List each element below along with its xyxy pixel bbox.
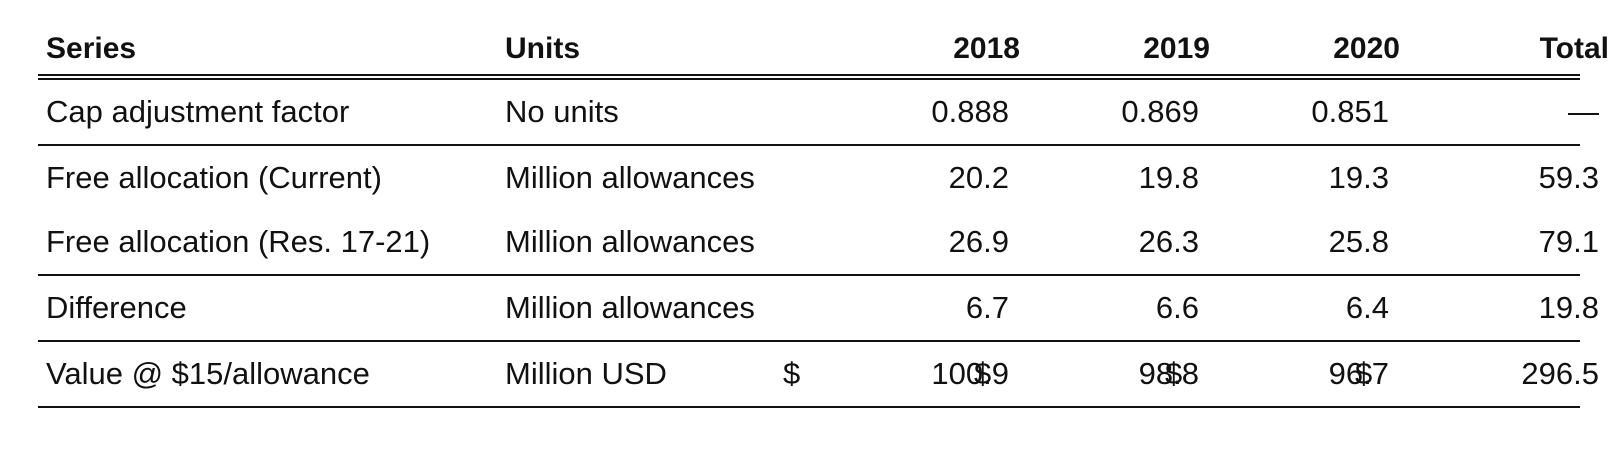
table-header-row: Series Units 2018 2019 2020 Total <box>38 22 1609 76</box>
row-divider <box>38 274 1580 276</box>
row-value-2020: 25.8 <box>1328 224 1389 259</box>
row-value-2020: 0.851 <box>1311 94 1389 129</box>
row-value-2018: 0.888 <box>931 94 1009 129</box>
row-value-total: 59.3 <box>1538 160 1599 195</box>
row-value-total: — <box>1568 94 1599 129</box>
data-table: Series Units 2018 2019 2020 Total Cap ad… <box>38 22 1609 408</box>
row-value-2020: 6.4 <box>1345 290 1389 325</box>
row-series-label: Cap adjustment factor <box>46 94 350 129</box>
table-row: Free allocation (Current) Million allowa… <box>38 146 1599 210</box>
row-units: No units <box>505 94 619 129</box>
header-2018: 2018 <box>953 32 1020 65</box>
row-series-label: Value @ $15/allowance <box>46 356 370 391</box>
table-row: Cap adjustment factor No units 0.888 0.8… <box>38 80 1599 144</box>
row-divider <box>38 144 1580 146</box>
row-value-2020: 19.3 <box>1328 160 1389 195</box>
row-value-2019: 19.8 <box>1138 160 1199 195</box>
row-value-total: 79.1 <box>1538 224 1599 259</box>
header-series: Series <box>46 32 137 65</box>
table-row: Value @ $15/allowance Million USD $ 100.… <box>38 342 1599 406</box>
row-value-2018: 26.9 <box>948 224 1009 259</box>
header-units: Units <box>505 32 580 65</box>
row-units: Million allowances <box>505 160 755 195</box>
row-value-2019: 6.6 <box>1155 290 1199 325</box>
table-row: Difference Million allowances 6.7 6.6 6.… <box>38 276 1599 340</box>
header-2019: 2019 <box>1143 32 1210 65</box>
row-series-label: Free allocation (Res. 17-21) <box>46 224 431 259</box>
row-value-2018: 100.9 <box>931 356 1009 391</box>
header-2020: 2020 <box>1333 32 1400 65</box>
row-value-2019: 26.3 <box>1138 224 1199 259</box>
currency-symbol: $ <box>1355 356 1373 391</box>
row-value-total: 19.8 <box>1538 290 1599 325</box>
row-units: Million USD <box>505 356 667 391</box>
header-total: Total <box>1539 32 1609 65</box>
row-units: Million allowances <box>505 290 755 325</box>
row-value-2019: 0.869 <box>1121 94 1199 129</box>
currency-symbol: $ <box>974 356 992 391</box>
row-value-2019: 98.8 <box>1138 356 1199 391</box>
row-units: Million allowances <box>505 224 755 259</box>
row-value-total: 296.5 <box>1521 356 1599 391</box>
currency-symbol: $ <box>1165 356 1183 391</box>
row-series-label: Difference <box>46 290 187 325</box>
row-value-2018: 20.2 <box>948 160 1009 195</box>
row-value-2018: 6.7 <box>965 290 1009 325</box>
row-divider <box>38 340 1580 342</box>
row-value-2020: 96.7 <box>1328 356 1389 391</box>
table-row: Free allocation (Res. 17-21) Million all… <box>38 210 1599 274</box>
table-bottom-rule <box>38 406 1580 408</box>
currency-symbol: $ <box>783 356 801 391</box>
row-series-label: Free allocation (Current) <box>46 160 382 195</box>
header-double-rule <box>38 74 1580 80</box>
